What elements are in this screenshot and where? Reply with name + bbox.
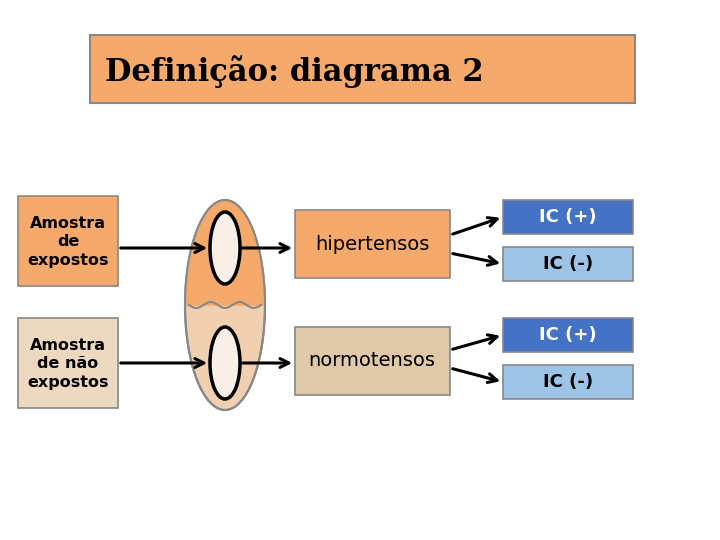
Text: Amostra
de
expostos: Amostra de expostos [27, 216, 109, 268]
Ellipse shape [210, 212, 240, 284]
FancyBboxPatch shape [18, 318, 118, 408]
FancyBboxPatch shape [295, 327, 450, 395]
Text: Amostra
de não
expostos: Amostra de não expostos [27, 338, 109, 390]
FancyBboxPatch shape [295, 210, 450, 278]
Text: hipertensos: hipertensos [315, 234, 429, 253]
FancyBboxPatch shape [503, 365, 633, 399]
FancyBboxPatch shape [18, 196, 118, 286]
Text: IC (-): IC (-) [543, 255, 593, 273]
Polygon shape [185, 200, 265, 305]
Ellipse shape [185, 200, 265, 410]
Text: IC (+): IC (+) [539, 208, 597, 226]
Ellipse shape [210, 327, 240, 399]
Text: Definição: diagrama 2: Definição: diagrama 2 [105, 56, 484, 89]
FancyBboxPatch shape [503, 318, 633, 352]
FancyBboxPatch shape [90, 35, 635, 103]
FancyBboxPatch shape [503, 200, 633, 234]
Text: IC (+): IC (+) [539, 326, 597, 344]
Text: normotensos: normotensos [308, 352, 436, 370]
FancyBboxPatch shape [503, 247, 633, 281]
Text: IC (-): IC (-) [543, 373, 593, 391]
